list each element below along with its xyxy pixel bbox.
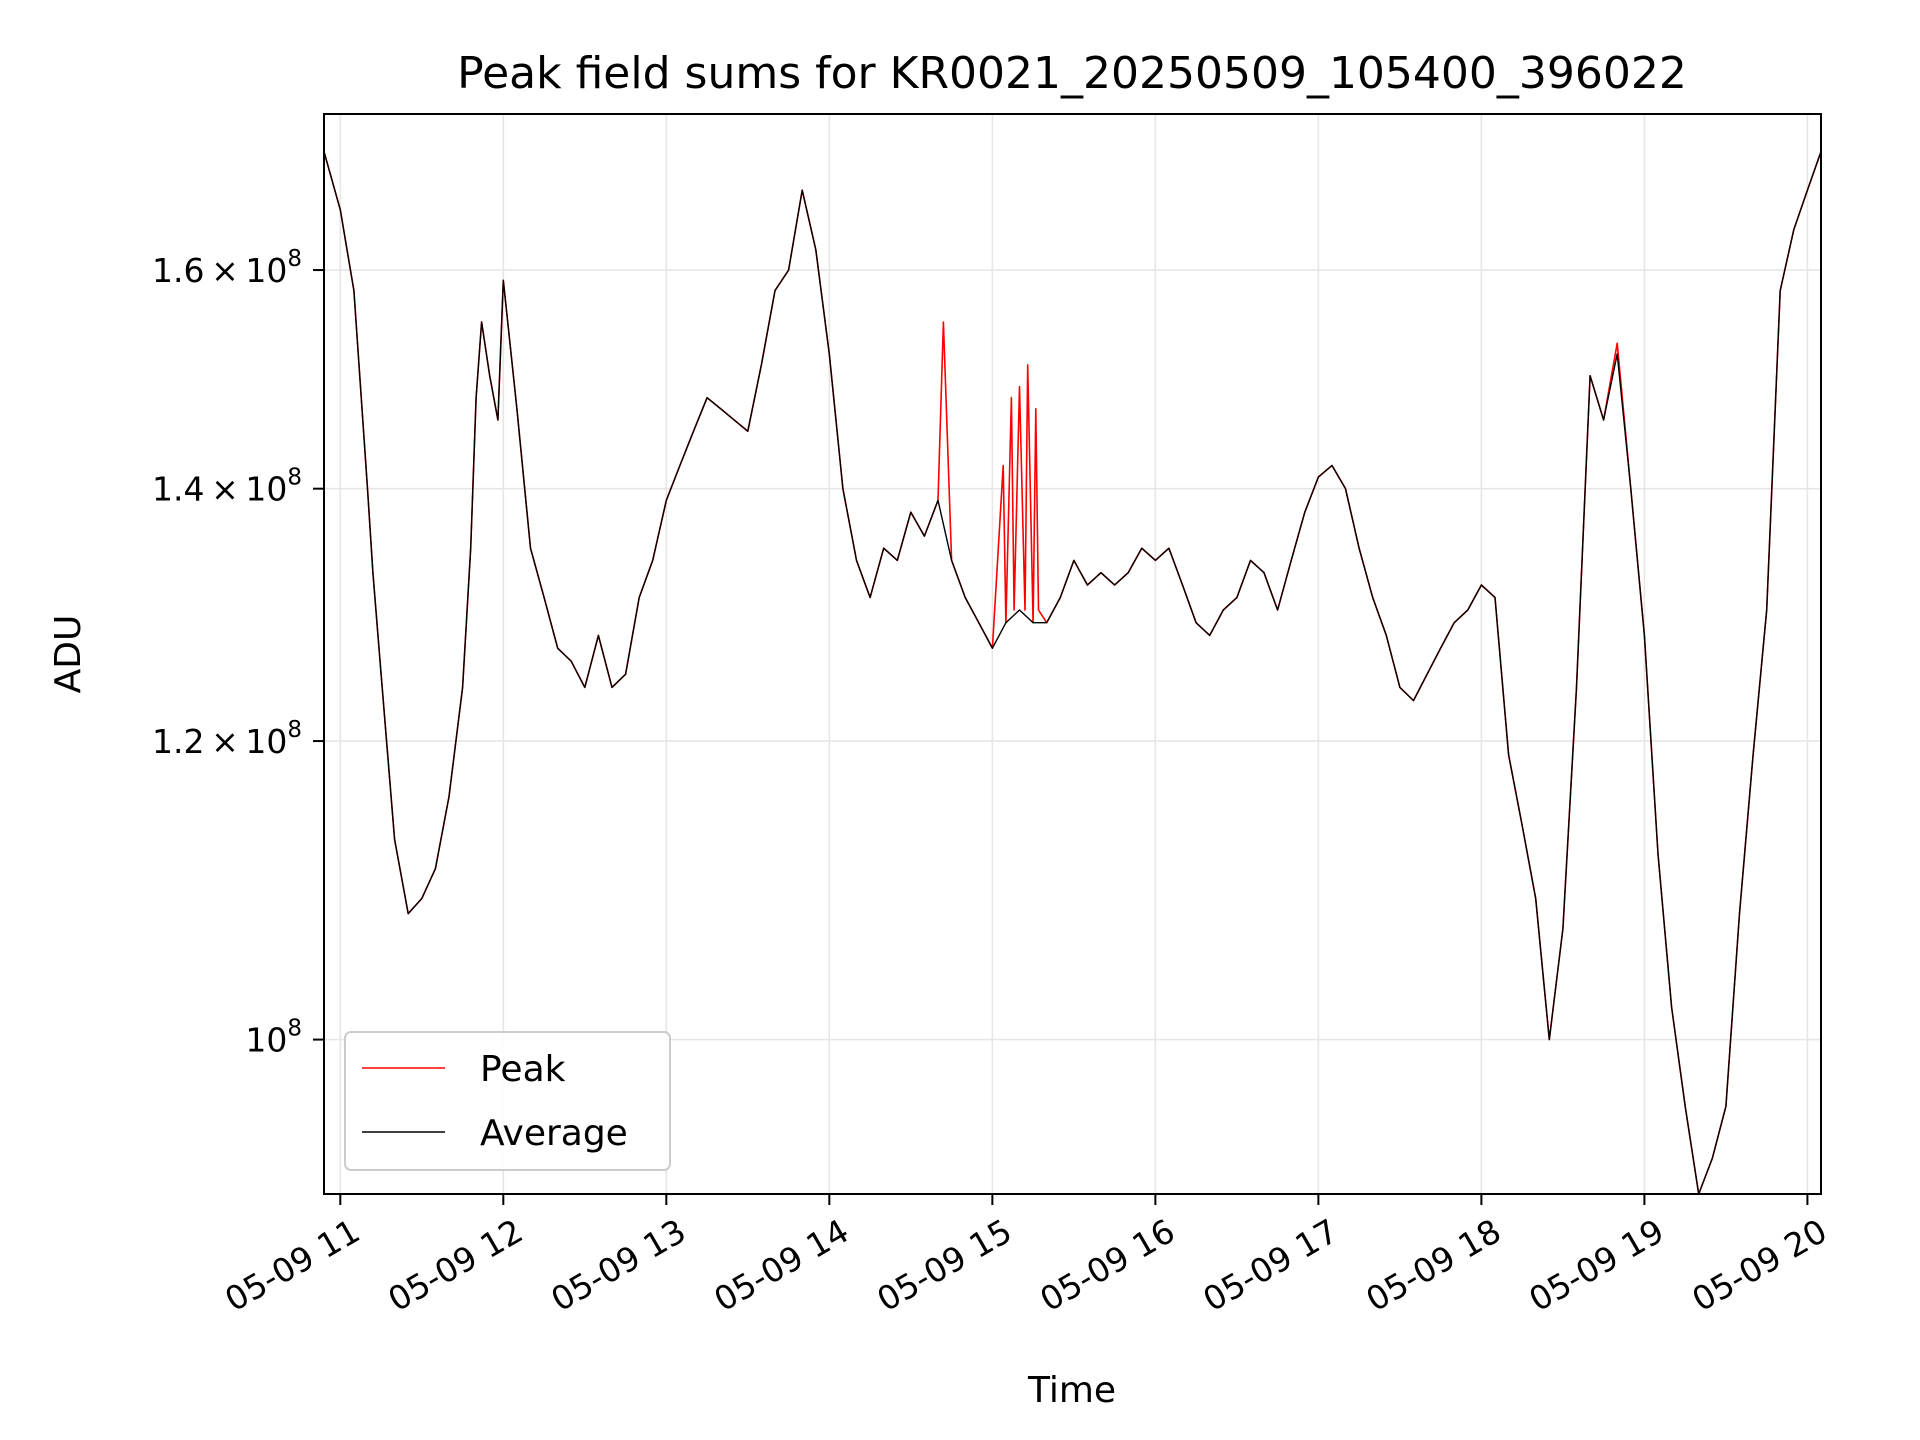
y-tick-label: 1.2 × 108 — [152, 717, 302, 761]
y-tick-label: 1.6 × 108 — [152, 246, 302, 290]
plot-area — [324, 114, 1821, 1194]
legend-box — [344, 1031, 671, 1171]
series-layer — [323, 151, 1822, 1195]
y-axis-label: ADU — [48, 615, 89, 694]
legend-label-average: Average — [480, 1113, 628, 1154]
legend: Peak Average — [344, 1031, 671, 1171]
chart-title: Peak field sums for KR0021_20250509_1054… — [457, 48, 1687, 99]
x-axis-label: Time — [1027, 1370, 1116, 1411]
y-tick-label: 108 — [245, 1016, 302, 1060]
grid — [324, 114, 1821, 1194]
legend-label-peak: Peak — [480, 1049, 566, 1090]
y-axis: 108 1.2 × 108 1.4 × 108 1.6 × 108 — [152, 246, 324, 1060]
plot-frame — [323, 113, 1822, 1195]
series-line-average — [323, 151, 1822, 1195]
y-tick-label: 1.4 × 108 — [152, 465, 302, 509]
